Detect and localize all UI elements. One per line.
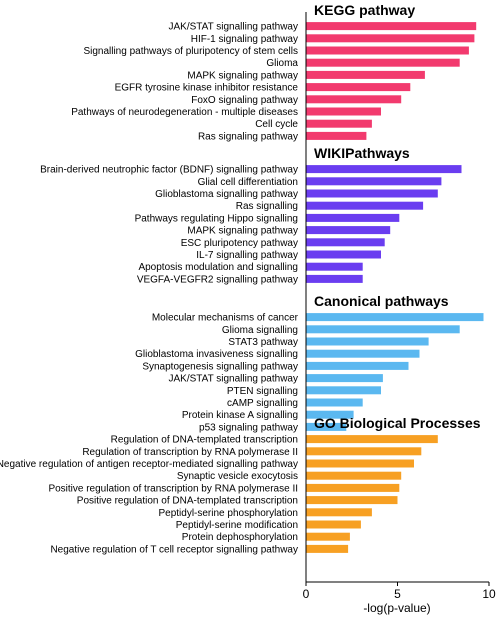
category-label: Protein kinase A signalling — [182, 410, 298, 421]
category-label: Cell cycle — [255, 119, 298, 130]
bar — [306, 544, 349, 553]
bar — [306, 107, 381, 116]
bar — [306, 119, 372, 128]
category-label: Glioblastoma signalling pathway — [155, 189, 298, 200]
category-label: Protein dephosphorylation — [182, 532, 298, 543]
bar — [306, 410, 354, 419]
bar — [306, 83, 411, 92]
bar — [306, 398, 363, 407]
bar — [306, 483, 400, 492]
category-label: FoxO signaling pathway — [191, 95, 298, 106]
category-label: Glial cell differentiation — [198, 177, 298, 188]
panel-3: Canonical pathways Molecular mechanisms o… — [135, 293, 484, 433]
bar — [306, 337, 429, 346]
bar — [306, 22, 477, 31]
bar — [306, 422, 347, 431]
bar — [306, 447, 422, 456]
category-label: Signalling pathways of pluripotency of s… — [83, 46, 298, 57]
category-label: Glioblastoma invasiveness signalling — [135, 349, 298, 360]
x-tick-label: 5 — [394, 587, 401, 601]
bar — [306, 131, 367, 140]
category-label: JAK/STAT signalling pathway — [168, 374, 298, 385]
bar — [306, 46, 469, 55]
category-label: Pathways of neurodegeneration - multiple… — [71, 107, 298, 118]
bar — [306, 189, 438, 198]
bar — [306, 226, 391, 235]
bar — [306, 520, 361, 529]
bar — [306, 325, 460, 334]
panel-title: KEGG pathway — [314, 2, 415, 18]
category-label: cAMP signalling — [227, 398, 298, 409]
bar — [306, 508, 372, 517]
category-label: Brain-derived neutrophic factor (BDNF) s… — [40, 165, 298, 176]
bar — [306, 496, 398, 505]
category-label: Negative regulation of T cell receptor s… — [50, 544, 298, 555]
category-label: EGFR tyrosine kinase inhibitor resistanc… — [115, 83, 299, 94]
category-label: p53 signaling pathway — [199, 422, 298, 433]
bar — [306, 274, 363, 283]
category-label: Glioma signalling — [222, 325, 298, 336]
category-label: Glioma — [266, 58, 298, 69]
bar — [306, 165, 462, 174]
category-label: PTEN signalling — [227, 386, 298, 397]
category-label: Synaptogenesis signalling pathway — [142, 361, 298, 372]
bar — [306, 201, 424, 210]
category-label: Regulation of DNA-templated transcriptio… — [111, 435, 298, 446]
x-axis-title: -log(p-value) — [363, 601, 430, 615]
category-label: ESC pluripotency pathway — [181, 238, 298, 249]
bar — [306, 361, 409, 370]
bar — [306, 532, 350, 541]
category-label: IL-7 signalling pathway — [196, 250, 298, 261]
bar — [306, 471, 402, 480]
category-label: Pathways regulating Hippo signalling — [135, 213, 298, 224]
category-label: Molecular mechanisms of cancer — [152, 313, 299, 324]
category-label: HIF-1 signaling pathway — [191, 34, 298, 45]
bar — [306, 386, 381, 395]
category-label: MAPK signaling pathway — [187, 226, 298, 237]
panel-title: WIKIPathways — [314, 145, 410, 161]
category-label: Regulation of transcription by RNA polym… — [82, 447, 298, 458]
bar — [306, 70, 425, 79]
x-tick-label: 0 — [303, 587, 310, 601]
category-label: Ras signalling — [236, 201, 298, 212]
category-label: Synaptic vesicle exocytosis — [177, 471, 298, 482]
bar — [306, 238, 385, 247]
x-axis: -log(p-value) 0 5 10 — [303, 12, 496, 615]
bar — [306, 459, 414, 468]
category-label: Peptidyl-serine phosphorylation — [158, 508, 298, 519]
bar — [306, 435, 438, 444]
bar — [306, 313, 484, 322]
bar — [306, 250, 381, 259]
panel-title: Canonical pathways — [314, 293, 449, 309]
bar — [306, 95, 402, 104]
category-label: Positive regulation of DNA-templated tra… — [77, 496, 298, 507]
bar — [306, 349, 420, 358]
category-label: Peptidyl-serine modification — [176, 520, 298, 531]
bar — [306, 177, 442, 186]
category-label: Apoptosis modulation and signalling — [138, 262, 298, 273]
category-label: MAPK signaling pathway — [187, 70, 298, 81]
bar — [306, 34, 475, 43]
bar — [306, 58, 460, 67]
category-label: Positive regulation of transcription by … — [48, 483, 298, 494]
category-label: Negative regulation of antigen receptor-… — [0, 459, 298, 470]
panel-4: GO Biological Processes Regulation of DNA… — [0, 415, 481, 555]
category-label: STAT3 pathway — [228, 337, 298, 348]
category-label: Ras signaling pathway — [198, 131, 298, 142]
category-label: JAK/STAT signalling pathway — [168, 22, 298, 33]
bar — [306, 374, 383, 383]
bar — [306, 262, 363, 271]
category-label: VEGFA-VEGFR2 signalling pathway — [137, 274, 298, 285]
panel-title: GO Biological Processes — [314, 415, 481, 431]
bar — [306, 213, 400, 222]
panel-1: KEGG pathway JAK/STAT signalling pathwayH… — [71, 2, 477, 142]
x-tick-label: 10 — [482, 587, 496, 601]
panel-2: WIKIPathways Brain-derived neutrophic fac… — [40, 145, 462, 285]
